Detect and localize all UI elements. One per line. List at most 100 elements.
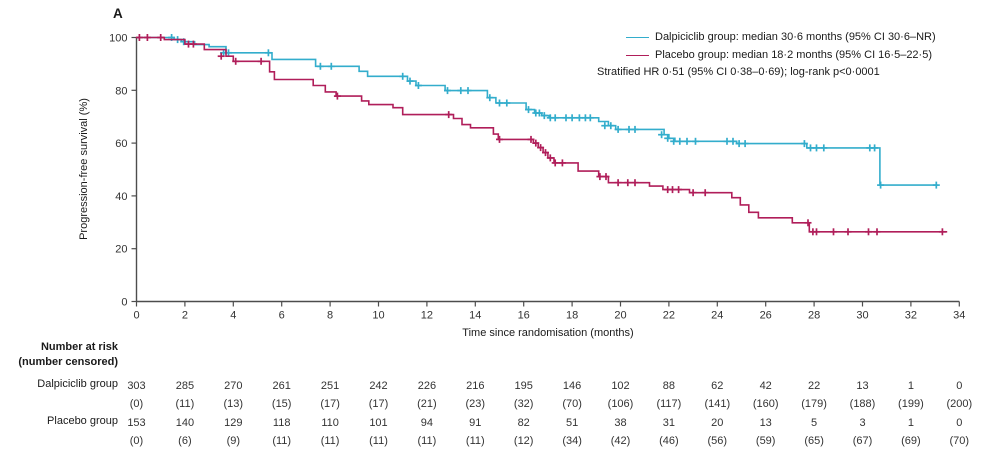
x-tick-label: 12	[421, 310, 433, 322]
y-tick-label: 80	[115, 85, 127, 97]
risk-censored: (179)	[801, 398, 827, 410]
risk-censored: (11)	[272, 435, 291, 447]
risk-censored: (0)	[130, 398, 143, 410]
x-tick-label: 6	[279, 310, 285, 322]
risk-censored: (34)	[562, 435, 582, 447]
risk-count: 94	[421, 417, 433, 429]
risk-count: 102	[611, 380, 629, 392]
dalpiciclib-censor-marks	[168, 34, 940, 189]
risk-censored: (15)	[272, 398, 292, 410]
risk-count: 226	[418, 380, 436, 392]
risk-censored: (188)	[850, 398, 876, 410]
x-tick-label: 32	[905, 310, 917, 322]
x-tick-label: 34	[953, 310, 965, 322]
risk-count: 38	[614, 417, 626, 429]
legend-entry-placebo: Placebo group: median 18·2 months (95% C…	[626, 49, 932, 61]
risk-censored: (11)	[418, 435, 437, 447]
risk-count: 0	[956, 380, 962, 392]
risk-table-title: Number at risk	[40, 341, 118, 353]
risk-count: 3	[859, 417, 865, 429]
y-tick-label: 40	[115, 191, 127, 203]
risk-count: 13	[760, 417, 772, 429]
legend-label-dalpiciclib: Dalpiciclib group: median 30·6 months (9…	[655, 31, 936, 43]
risk-count: 0	[956, 417, 962, 429]
risk-censored: (141)	[704, 398, 730, 410]
risk-censored: (59)	[756, 435, 776, 447]
risk-count: 20	[711, 417, 723, 429]
risk-censored: (200)	[946, 398, 972, 410]
risk-count: 51	[566, 417, 578, 429]
x-tick-label: 20	[614, 310, 626, 322]
y-tick-label: 60	[115, 138, 127, 150]
risk-censored: (70)	[950, 435, 970, 447]
legend-entry-dalpiciclib: Dalpiciclib group: median 30·6 months (9…	[626, 31, 936, 43]
risk-count: 13	[856, 380, 868, 392]
risk-count: 146	[563, 380, 581, 392]
placebo-censor-marks	[135, 34, 946, 236]
risk-censored: (21)	[417, 398, 437, 410]
risk-censored: (56)	[708, 435, 728, 447]
risk-count: 216	[466, 380, 484, 392]
risk-censored: (17)	[320, 398, 340, 410]
x-tick-label: 10	[372, 310, 384, 322]
risk-count: 153	[127, 417, 145, 429]
risk-count: 88	[663, 380, 675, 392]
risk-censored: (69)	[901, 435, 921, 447]
risk-censored: (160)	[753, 398, 779, 410]
risk-row-label-placebo: Placebo group	[47, 415, 118, 427]
x-tick-label: 22	[663, 310, 675, 322]
x-tick-label: 30	[856, 310, 868, 322]
x-tick-label: 18	[566, 310, 578, 322]
risk-table-values: 303 (0) 285 (11) 270 (13) 261 (15) 251 (17) 242 (17…	[127, 380, 972, 447]
risk-censored: (106)	[608, 398, 634, 410]
risk-censored: (65)	[804, 435, 824, 447]
x-tick-label: 24	[711, 310, 723, 322]
risk-censored: (0)	[130, 435, 143, 447]
risk-count: 110	[321, 417, 339, 429]
x-tick-label: 28	[808, 310, 820, 322]
risk-count: 118	[273, 417, 291, 429]
placebo-line-swatch	[626, 54, 649, 56]
x-tick-label: 14	[469, 310, 481, 322]
risk-count: 101	[369, 417, 387, 429]
legend-label-placebo: Placebo group: median 18·2 months (95% C…	[655, 49, 932, 61]
risk-censored: (11)	[321, 435, 340, 447]
risk-censored: (46)	[659, 435, 679, 447]
risk-table-subtitle: (number censored)	[18, 356, 118, 368]
x-tick-label: 2	[182, 310, 188, 322]
risk-censored: (67)	[853, 435, 873, 447]
risk-censored: (9)	[227, 435, 240, 447]
risk-count: 62	[711, 380, 723, 392]
x-tick-label: 0	[133, 310, 139, 322]
risk-count: 251	[321, 380, 339, 392]
risk-count: 5	[811, 417, 817, 429]
x-axis-label: Time since randomisation (months)	[462, 327, 634, 339]
risk-count: 82	[518, 417, 530, 429]
risk-count: 31	[663, 417, 675, 429]
risk-count: 42	[760, 380, 772, 392]
stratified-hr-note: Stratified HR 0·51 (95% CI 0·38–0·69); l…	[597, 66, 880, 78]
dalpiciclib-line-swatch	[626, 36, 649, 38]
risk-count: 1	[908, 417, 914, 429]
risk-count: 303	[127, 380, 145, 392]
panel-label: A	[113, 6, 123, 21]
risk-censored: (32)	[514, 398, 534, 410]
x-tick-label: 26	[760, 310, 772, 322]
risk-censored: (70)	[562, 398, 582, 410]
risk-count: 22	[808, 380, 820, 392]
x-tick-label: 4	[230, 310, 236, 322]
risk-count: 140	[176, 417, 194, 429]
risk-count: 91	[469, 417, 481, 429]
risk-censored: (42)	[611, 435, 631, 447]
risk-censored: (117)	[656, 398, 681, 410]
risk-count: 242	[369, 380, 387, 392]
risk-count: 195	[515, 380, 533, 392]
risk-count: 285	[176, 380, 194, 392]
risk-censored: (11)	[466, 435, 485, 447]
risk-censored: (13)	[224, 398, 244, 410]
placebo-curve	[135, 34, 948, 236]
y-tick-label: 100	[109, 33, 127, 45]
